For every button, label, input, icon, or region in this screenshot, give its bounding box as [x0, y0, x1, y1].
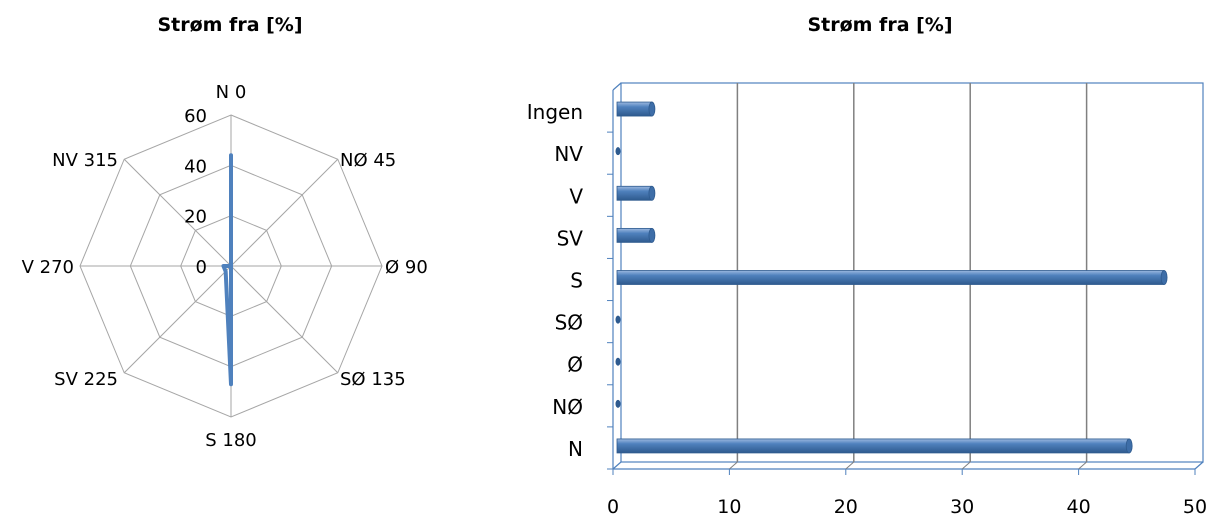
radar-axis-label: N 0 [216, 82, 247, 103]
radar-spoke [230, 158, 339, 267]
radar-axis-label: SØ 135 [340, 369, 406, 390]
radar-spoke [123, 265, 232, 374]
bar-x-tick-label: 30 [950, 496, 974, 518]
radar-tick-label: 60 [184, 106, 207, 127]
bar-mark-cap [648, 227, 656, 243]
bar-mark-cap [648, 185, 656, 201]
bar-mark [615, 357, 621, 366]
bar-mark [616, 270, 1165, 285]
radar-spoke [230, 265, 339, 374]
bar-chart-title: Strøm fra [%] [807, 14, 953, 36]
radar-axis-label: S 180 [205, 430, 257, 451]
bar-category-label: Ingen [527, 100, 583, 124]
radar-axis-label: Ø 90 [385, 257, 428, 278]
bar-x-tick-label: 40 [1067, 496, 1091, 518]
bar-category-label: S [570, 269, 583, 293]
bar-category-label: SV [557, 226, 584, 250]
bar-x-tick-label: 0 [607, 496, 619, 518]
bar-x-tick-label: 50 [1183, 496, 1207, 518]
bar-category-label: NV [554, 142, 583, 166]
bar-wall-edge [612, 82, 622, 91]
radar-axis-label: SV 225 [54, 369, 118, 390]
bar-mark [616, 185, 653, 201]
bar-mark-cap [1125, 438, 1133, 454]
bar-chart: 0 10 20 30 40 50 N NØ Ø SØ S SV V NV Ingen [527, 82, 1207, 518]
bar-mark [616, 438, 1130, 454]
bar-mark [616, 227, 653, 243]
bar-chart-panel: Strøm fra [%] 0 10 20 30 40 50 N NØ Ø SØ S SV V NV Ing… [470, 0, 1218, 522]
bar-mark [615, 399, 621, 408]
radar-tick-label: 20 [184, 207, 207, 228]
radar-axis-label: V 270 [22, 257, 74, 278]
radar-axis-label: NV 315 [52, 150, 118, 171]
bar-gridline-floor [1078, 461, 1087, 470]
bar-floor-edge [1194, 461, 1204, 470]
bar-gridline-floor [845, 461, 855, 470]
bar-category-label: Ø [567, 353, 583, 377]
radar-axis-label: NØ 45 [340, 150, 396, 171]
bar-x-tick-label: 20 [834, 496, 858, 518]
bar-mark-cap [648, 101, 656, 117]
bar-mark [615, 147, 621, 156]
bar-gridline-floor [729, 461, 738, 470]
bar-category-label: V [569, 184, 583, 208]
radar-spoke [123, 158, 232, 267]
bar-gridline-floor [961, 461, 971, 470]
bar-floor-edge [612, 461, 622, 470]
radar-chart-panel: Strøm fra [%] 0 20 40 60 N 0 NØ 45 Ø 90 SØ 135 S… [0, 0, 470, 522]
bar-mark [616, 101, 653, 117]
radar-tick-label: 40 [184, 156, 207, 177]
radar-tick-label: 0 [196, 257, 207, 278]
bar-mark [615, 315, 621, 324]
bar-mark-cap [1160, 270, 1168, 285]
radar-chart: 0 20 40 60 N 0 NØ 45 Ø 90 SØ 135 S 180 SV 225 V 27… [22, 82, 428, 451]
radar-chart-title: Strøm fra [%] [157, 14, 303, 36]
bar-category-label: SØ [555, 311, 583, 335]
bar-category-label: NØ [552, 395, 583, 419]
bar-category-label: N [568, 437, 583, 461]
bar-x-tick-label: 10 [717, 496, 741, 518]
